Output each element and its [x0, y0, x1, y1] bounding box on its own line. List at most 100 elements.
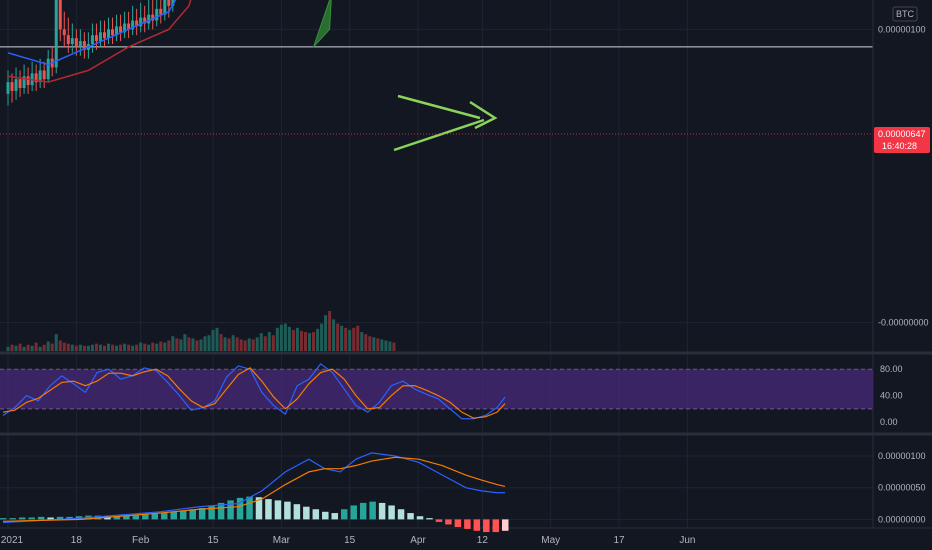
macd-histogram-bar [0, 518, 7, 520]
currency-box[interactable] [892, 6, 918, 22]
volume-bar [135, 344, 139, 351]
time-axis-label[interactable]: 17 [613, 535, 625, 546]
volume-bar [287, 326, 291, 351]
macd-histogram-bar [284, 501, 291, 520]
macd-histogram-bar [28, 517, 35, 520]
volume-bar [316, 328, 320, 351]
macd-histogram-bar [236, 497, 244, 520]
macd-histogram-bar [189, 509, 196, 520]
arrow-head[interactable] [469, 100, 498, 130]
volume-bar [155, 343, 159, 351]
volume-bar [78, 344, 82, 351]
macd-histogram-bar [198, 507, 206, 520]
volume-bar [151, 342, 155, 351]
volume-bar [344, 327, 348, 351]
candle-body [46, 58, 50, 80]
time-axis-label[interactable]: May [541, 535, 560, 546]
candle-body [127, 23, 131, 30]
volume-bar [243, 340, 247, 351]
volume-bar [82, 345, 86, 351]
candle-body [115, 26, 119, 36]
indicator-lines [7, 0, 192, 83]
macd-panel[interactable] [0, 452, 509, 533]
drawing-arrows[interactable] [393, 94, 498, 152]
stochastic-axis-label[interactable]: 40.00 [880, 391, 903, 401]
macd-histogram-bar [502, 519, 509, 531]
time-axis-label[interactable]: 2021 [1, 535, 24, 546]
time-axis-label[interactable]: Jun [679, 535, 695, 546]
macd-histogram-bar [217, 502, 225, 520]
volume-bar [312, 332, 316, 351]
time-axis-label[interactable]: Apr [410, 535, 426, 546]
candle-body [123, 23, 127, 33]
volume-bar [46, 341, 50, 351]
macd-histogram-bar [56, 516, 64, 520]
candle-body [14, 79, 18, 91]
volume-bar [179, 339, 183, 351]
volume-bar [251, 339, 255, 351]
volume-bar [336, 323, 340, 351]
stochastic-d-line [2, 367, 506, 419]
candle-body [62, 29, 66, 36]
stochastic-axis-label[interactable]: 0.00 [880, 417, 898, 427]
candle-body [26, 76, 30, 86]
macd-axis-label[interactable]: 0.00000100 [878, 451, 926, 461]
candle-body [159, 8, 163, 15]
stochastic-axis-label[interactable]: 80.00 [880, 364, 903, 374]
volume-bar [127, 344, 131, 351]
currency-label[interactable]: BTC [896, 9, 915, 19]
volume-bar [231, 335, 235, 351]
volume-bar [223, 337, 227, 351]
macd-histogram-bar [435, 519, 443, 522]
macd-histogram-bar [113, 516, 121, 520]
price-axis[interactable]: -0.00000000 0.00000100 80.00 40.00 0.00 0.000… [878, 24, 929, 524]
candle-body [74, 38, 78, 47]
candle-body [171, 0, 175, 6]
time-axis-label[interactable]: Feb [132, 535, 150, 546]
price-axis-label[interactable]: 0.00000100 [878, 24, 926, 34]
volume-bar [388, 341, 392, 351]
volume-bar [348, 329, 352, 351]
candle-body [111, 29, 115, 36]
stochastic-panel[interactable] [0, 363, 873, 420]
volume-bar [30, 345, 34, 351]
time-axis-label[interactable]: 18 [71, 535, 83, 546]
volume-bar [54, 334, 58, 351]
stochastic-band [0, 369, 873, 409]
price-axis-label[interactable]: -0.00000000 [878, 318, 929, 328]
macd-histogram-bar [322, 511, 329, 520]
candle-body [163, 0, 167, 15]
time-axis-label[interactable]: 12 [477, 535, 489, 546]
candle-body [151, 14, 155, 21]
candle-body [82, 41, 86, 50]
ichimoku-cloud [313, 0, 332, 48]
time-axis-label[interactable]: 15 [344, 535, 356, 546]
volume-bar [247, 338, 251, 351]
time-axis[interactable]: 2021 18 Feb 15 Mar 15 Apr 12 May 17 Jun [1, 535, 696, 546]
macd-histogram-bar [407, 513, 414, 520]
horizontal-levels [0, 46, 873, 48]
candle-body [147, 14, 151, 24]
volume-bar [235, 337, 239, 351]
volume-bar [303, 332, 307, 351]
arrow-line-lower[interactable] [393, 118, 485, 152]
volume-bar [271, 335, 275, 351]
volume-bar [159, 341, 163, 351]
volume-bar [259, 333, 263, 351]
macd-axis-label[interactable]: 0.00000000 [878, 514, 926, 524]
macd-histogram-bar [161, 513, 168, 520]
macd-axis-label[interactable]: 0.00000050 [878, 483, 926, 493]
time-axis-label[interactable]: Mar [273, 535, 291, 546]
macd-histogram-bar [246, 496, 253, 520]
macd-histogram-bar [274, 500, 282, 520]
macd-histogram-bar [66, 516, 73, 520]
candle-body [167, 0, 171, 6]
volume-bar [119, 344, 123, 351]
volume-bar [376, 338, 380, 351]
volume-bar [187, 337, 191, 351]
price-panel[interactable] [0, 0, 873, 351]
arrow-line-upper[interactable] [397, 94, 481, 120]
time-axis-label[interactable]: 15 [207, 535, 219, 546]
